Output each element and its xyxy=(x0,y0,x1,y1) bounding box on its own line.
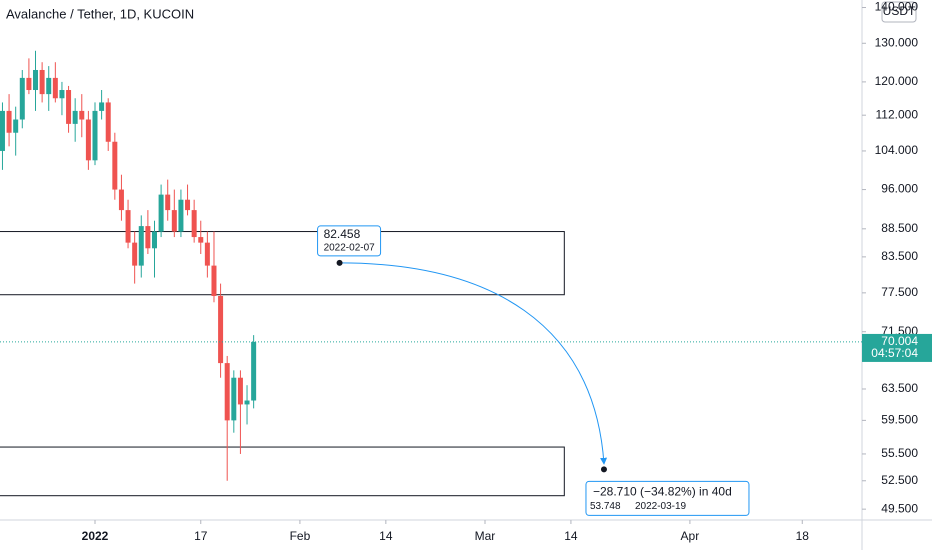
plot xyxy=(0,50,565,497)
measure-end-date: 2022-03-19 xyxy=(635,501,687,512)
candle-body xyxy=(46,77,52,95)
candle-body xyxy=(79,110,85,120)
zone xyxy=(0,446,565,497)
measure-start-price: 82.458 xyxy=(324,227,361,241)
y-tick-label: 52.500 xyxy=(881,473,918,487)
candle-body xyxy=(66,90,72,124)
measure-end-box xyxy=(585,480,750,516)
candle-body xyxy=(151,231,157,249)
y-tick-label: 49.500 xyxy=(881,501,918,515)
currency: USDT xyxy=(883,4,916,18)
measure-start-date: 2022-02-07 xyxy=(324,243,376,254)
candle-body xyxy=(145,226,151,249)
x-tick-label: Mar xyxy=(475,529,496,543)
x-tick-label: 14 xyxy=(379,529,393,543)
measure-change: −28.710 (−34.82%) in 40d xyxy=(593,485,732,499)
candle-body xyxy=(204,242,210,266)
x-tick-label: 14 xyxy=(564,529,578,543)
y-tick-label: 112.000 xyxy=(876,107,919,121)
measure-start-box xyxy=(317,225,382,257)
x-tick-label: 2022 xyxy=(82,529,109,543)
candle-body xyxy=(59,90,65,99)
candle-body xyxy=(237,377,243,405)
candle-body xyxy=(198,237,204,243)
y-tick-label: 83.500 xyxy=(881,249,918,263)
x-tick-label: Apr xyxy=(681,529,700,543)
candle-body xyxy=(0,110,5,151)
measure-start xyxy=(336,259,343,266)
candle-body xyxy=(118,189,124,211)
candle-body xyxy=(178,199,184,232)
candle-body xyxy=(19,77,25,120)
candle-body xyxy=(251,341,257,401)
candle-body xyxy=(211,265,217,296)
measure-end xyxy=(600,466,607,473)
candle-body xyxy=(231,377,237,421)
candle-body xyxy=(72,110,78,124)
candle-body xyxy=(165,194,171,211)
candle-body xyxy=(52,77,58,99)
price-label: 70.004 xyxy=(881,334,918,348)
y-tick-label: 77.500 xyxy=(881,285,918,299)
candle-body xyxy=(92,110,98,161)
y-tick-label: 104.000 xyxy=(875,143,919,157)
candle-body xyxy=(185,199,191,211)
y-tick-label: 120.000 xyxy=(875,74,919,88)
candle-body xyxy=(33,69,39,91)
y-tick-label: 96.000 xyxy=(881,182,918,196)
candle-body xyxy=(112,141,118,190)
candle-body xyxy=(218,295,224,364)
candle-body xyxy=(224,363,230,421)
candle-body xyxy=(39,69,45,95)
candle-body xyxy=(85,119,91,161)
y-tick-label: 59.500 xyxy=(881,413,918,427)
countdown: 04:57:04 xyxy=(871,346,918,360)
y-tick-label: 130.000 xyxy=(875,35,919,49)
candle-body xyxy=(244,400,250,405)
candle-body xyxy=(26,77,32,91)
price-label-box xyxy=(862,333,932,362)
zone xyxy=(0,231,565,296)
candle-body xyxy=(158,194,164,232)
candle-body xyxy=(191,210,197,238)
y-tick-label: 88.500 xyxy=(881,221,918,235)
candle-body xyxy=(125,210,131,243)
chart-title: Avalanche / Tether, 1D, KUCOIN xyxy=(6,6,194,21)
measure-arrow xyxy=(339,262,608,465)
measure-end-price: 53.748 xyxy=(590,501,621,512)
x-tick-label: Feb xyxy=(290,529,311,543)
candle-body xyxy=(13,119,19,133)
currency-box[interactable] xyxy=(881,1,917,23)
y-tick-label: 63.500 xyxy=(881,381,918,395)
candle-body xyxy=(138,226,144,266)
y-tick-label: 140.000 xyxy=(875,0,919,14)
candle-body xyxy=(132,242,138,266)
candle-body xyxy=(99,102,105,111)
candle-body xyxy=(105,102,111,142)
x-tick-label: 18 xyxy=(796,529,810,543)
candle-body xyxy=(6,110,12,133)
candle-body xyxy=(171,210,177,232)
x-tick-label: 17 xyxy=(194,529,208,543)
y-tick-label: 55.500 xyxy=(881,446,918,460)
